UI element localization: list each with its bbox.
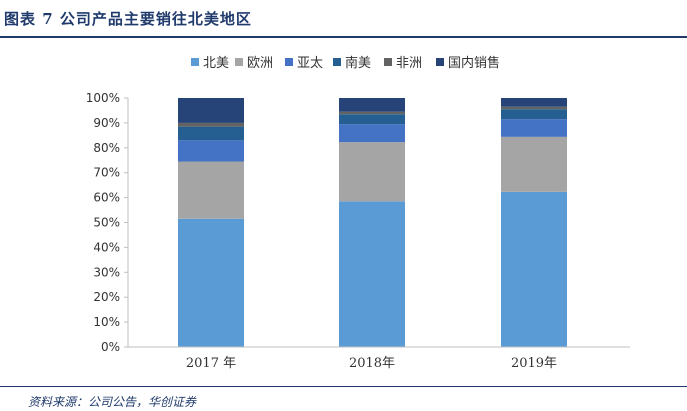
bar-segment — [339, 201, 405, 347]
legend-swatch — [285, 58, 293, 66]
legend-label: 北美 — [203, 56, 229, 71]
bar-segment — [178, 122, 244, 127]
legend-label: 亚太 — [297, 56, 323, 71]
legend-label: 非洲 — [396, 56, 422, 71]
legend-swatch — [436, 58, 444, 66]
legend-label: 国内销售 — [448, 55, 500, 71]
y-tick-label: 80% — [93, 141, 120, 155]
y-tick-label: 30% — [93, 265, 120, 279]
source-note: 资料来源：公司公告，华创证券 — [28, 395, 197, 409]
legend-label: 南美 — [345, 55, 371, 71]
bar-segment — [178, 140, 244, 162]
bar-segment — [178, 98, 244, 123]
bar-segment — [501, 98, 567, 107]
y-tick-label: 50% — [93, 216, 120, 230]
y-tick-label: 10% — [93, 315, 120, 329]
bar-segment — [339, 111, 405, 115]
y-tick-label: 60% — [93, 191, 120, 205]
legend-swatch — [384, 58, 392, 66]
bar-segment — [339, 124, 405, 143]
y-tick-label: 20% — [93, 290, 120, 304]
bar-segment — [501, 106, 567, 110]
y-tick-label: 70% — [93, 166, 120, 180]
x-axis: 2017 年 2018年 2019年 — [128, 346, 630, 371]
bar-segment — [178, 161, 244, 219]
bottom-rule — [0, 386, 687, 387]
y-tick-label: 90% — [93, 116, 120, 130]
bar-segment — [339, 142, 405, 202]
bar-segment — [501, 119, 567, 137]
bar-segment — [339, 114, 405, 125]
bar-segment — [501, 136, 567, 192]
x-tick-label: 2019年 — [511, 356, 557, 371]
bar-segment — [501, 109, 567, 120]
top-rule — [0, 36, 687, 38]
y-axis: 0% 10% 20% 30% 40% 50% 60% 70% 80% 90% 100% — [86, 91, 129, 354]
x-tick-label: 2017 年 — [186, 356, 236, 371]
y-tick-label: 0% — [101, 340, 120, 354]
y-tick-label: 100% — [86, 91, 120, 105]
bar-segment — [178, 218, 244, 347]
bars — [178, 98, 567, 347]
y-tick-label: 40% — [93, 240, 120, 254]
bar-segment — [178, 126, 244, 141]
x-tick-label: 2018年 — [349, 356, 395, 371]
legend: 北美 欧洲 亚太 南美 非洲 国内销售 — [191, 55, 500, 71]
bar-segment — [501, 191, 567, 347]
legend-swatch — [235, 58, 243, 66]
legend-swatch — [191, 58, 199, 66]
legend-swatch — [333, 58, 341, 66]
bar-segment — [339, 98, 405, 112]
legend-label: 欧洲 — [247, 56, 273, 71]
figure-title: 图表 7 公司产品主要销往北美地区 — [4, 10, 252, 28]
